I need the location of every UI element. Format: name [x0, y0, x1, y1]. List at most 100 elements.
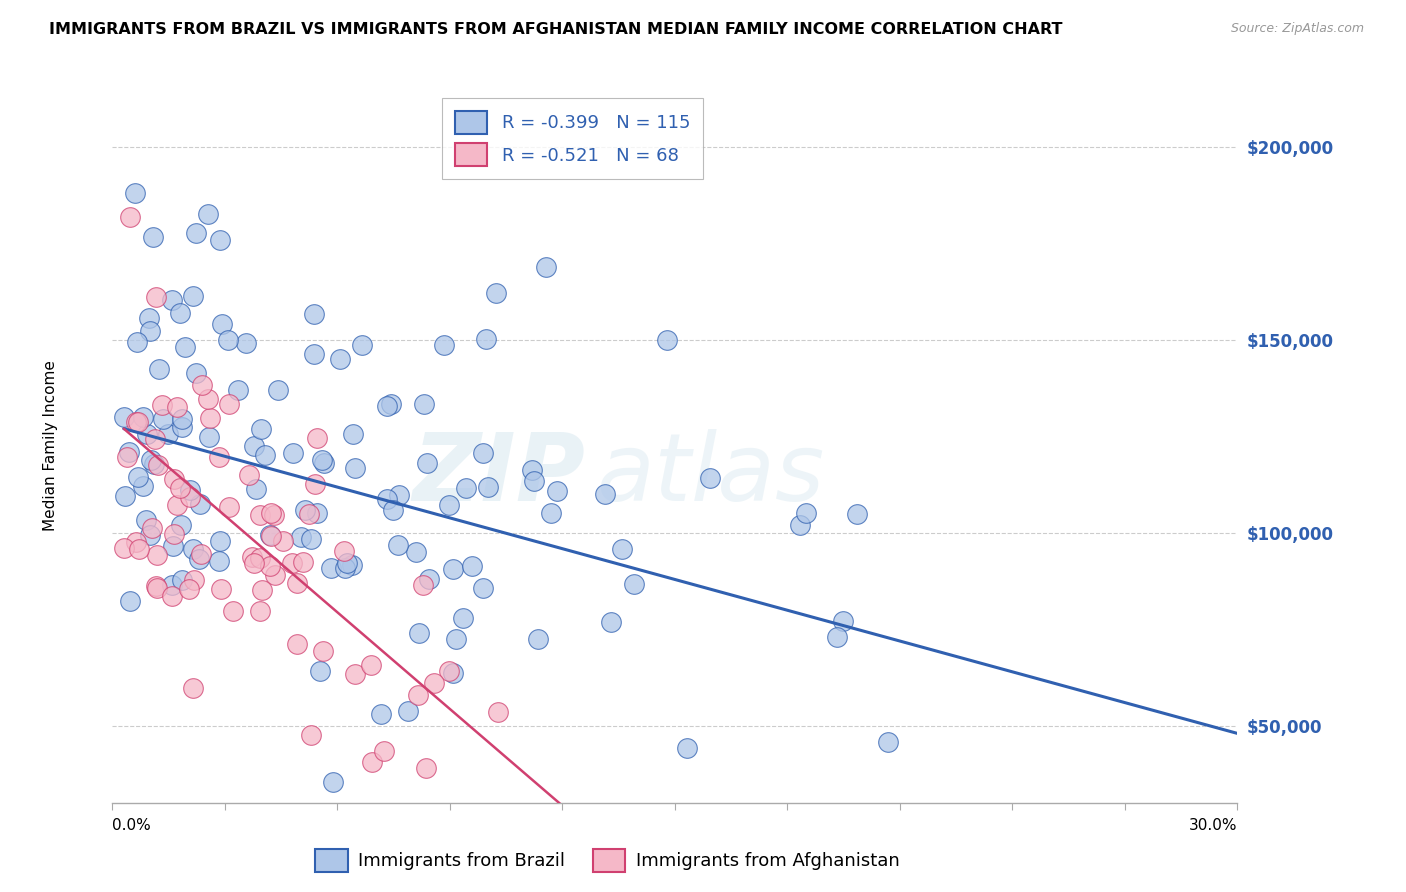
Point — [238, 468, 260, 483]
Point — [298, 507, 321, 521]
Point — [375, 399, 398, 413]
Point — [382, 503, 405, 517]
Point — [132, 409, 155, 424]
Point — [485, 285, 508, 300]
Point — [112, 541, 135, 556]
Point — [166, 400, 188, 414]
Point — [441, 665, 464, 680]
Point — [623, 577, 645, 591]
Point — [197, 392, 219, 406]
Point — [370, 707, 392, 722]
Point — [235, 336, 257, 351]
Point — [157, 427, 180, 442]
Point — [336, 556, 359, 570]
Point — [118, 210, 141, 224]
Point — [299, 533, 322, 547]
Point — [534, 260, 557, 274]
Point — [250, 422, 273, 436]
Point — [160, 293, 183, 307]
Point — [162, 473, 184, 487]
Point — [179, 490, 201, 504]
Point — [143, 457, 166, 471]
Point — [360, 658, 382, 673]
Point — [388, 488, 411, 502]
Text: Median Family Income: Median Family Income — [44, 360, 58, 532]
Point — [162, 578, 184, 592]
Point — [292, 555, 315, 569]
Point — [118, 444, 141, 458]
Point — [245, 482, 267, 496]
Point — [329, 352, 352, 367]
Point — [139, 324, 162, 338]
Point — [454, 481, 477, 495]
Point — [387, 537, 409, 551]
Point — [302, 307, 325, 321]
Point — [405, 545, 427, 559]
Point — [285, 637, 308, 651]
Point — [380, 397, 402, 411]
Point — [208, 534, 231, 549]
Point — [845, 508, 868, 522]
Point — [190, 378, 212, 392]
Point — [124, 186, 146, 200]
Point — [408, 626, 430, 640]
Point — [211, 317, 233, 331]
Point — [437, 498, 460, 512]
Point — [294, 503, 316, 517]
Point — [789, 518, 811, 533]
Point — [249, 508, 271, 522]
Point — [146, 548, 169, 562]
Point — [139, 452, 162, 467]
Point — [188, 552, 211, 566]
Point — [249, 603, 271, 617]
Point — [228, 383, 250, 397]
Point — [142, 229, 165, 244]
Point — [312, 456, 335, 470]
Point — [169, 481, 191, 495]
Point — [260, 529, 283, 543]
Point — [423, 676, 446, 690]
Point — [302, 346, 325, 360]
Point — [183, 573, 205, 587]
Point — [169, 306, 191, 320]
Point — [794, 506, 817, 520]
Point — [299, 728, 322, 742]
Point — [344, 461, 367, 475]
Point — [522, 463, 544, 477]
Point — [877, 735, 900, 749]
Point — [242, 439, 264, 453]
Point — [249, 551, 271, 566]
Point — [486, 705, 509, 719]
Point — [471, 581, 494, 595]
Point — [453, 611, 475, 625]
Point — [139, 527, 162, 541]
Point — [655, 333, 678, 347]
Point — [243, 557, 266, 571]
Point — [181, 289, 204, 303]
Point — [242, 549, 264, 564]
Text: ZIP: ZIP — [412, 428, 585, 521]
Point — [170, 517, 193, 532]
Point — [208, 554, 231, 568]
Point — [188, 497, 211, 511]
Point — [125, 534, 148, 549]
Point — [437, 664, 460, 678]
Point — [218, 396, 240, 410]
Point — [526, 632, 548, 646]
Point — [152, 412, 174, 426]
Point — [472, 446, 495, 460]
Point — [304, 477, 326, 491]
Point — [184, 366, 207, 380]
Point — [267, 384, 290, 398]
Point — [600, 615, 623, 629]
Point — [309, 665, 332, 679]
Point — [322, 775, 344, 789]
Point — [172, 419, 194, 434]
Point — [311, 453, 333, 467]
Point — [283, 446, 305, 460]
Point — [416, 456, 439, 470]
Legend: Immigrants from Brazil, Immigrants from Afghanistan: Immigrants from Brazil, Immigrants from … — [308, 842, 907, 880]
Point — [831, 614, 853, 628]
Point — [160, 589, 183, 603]
Point — [825, 630, 848, 644]
